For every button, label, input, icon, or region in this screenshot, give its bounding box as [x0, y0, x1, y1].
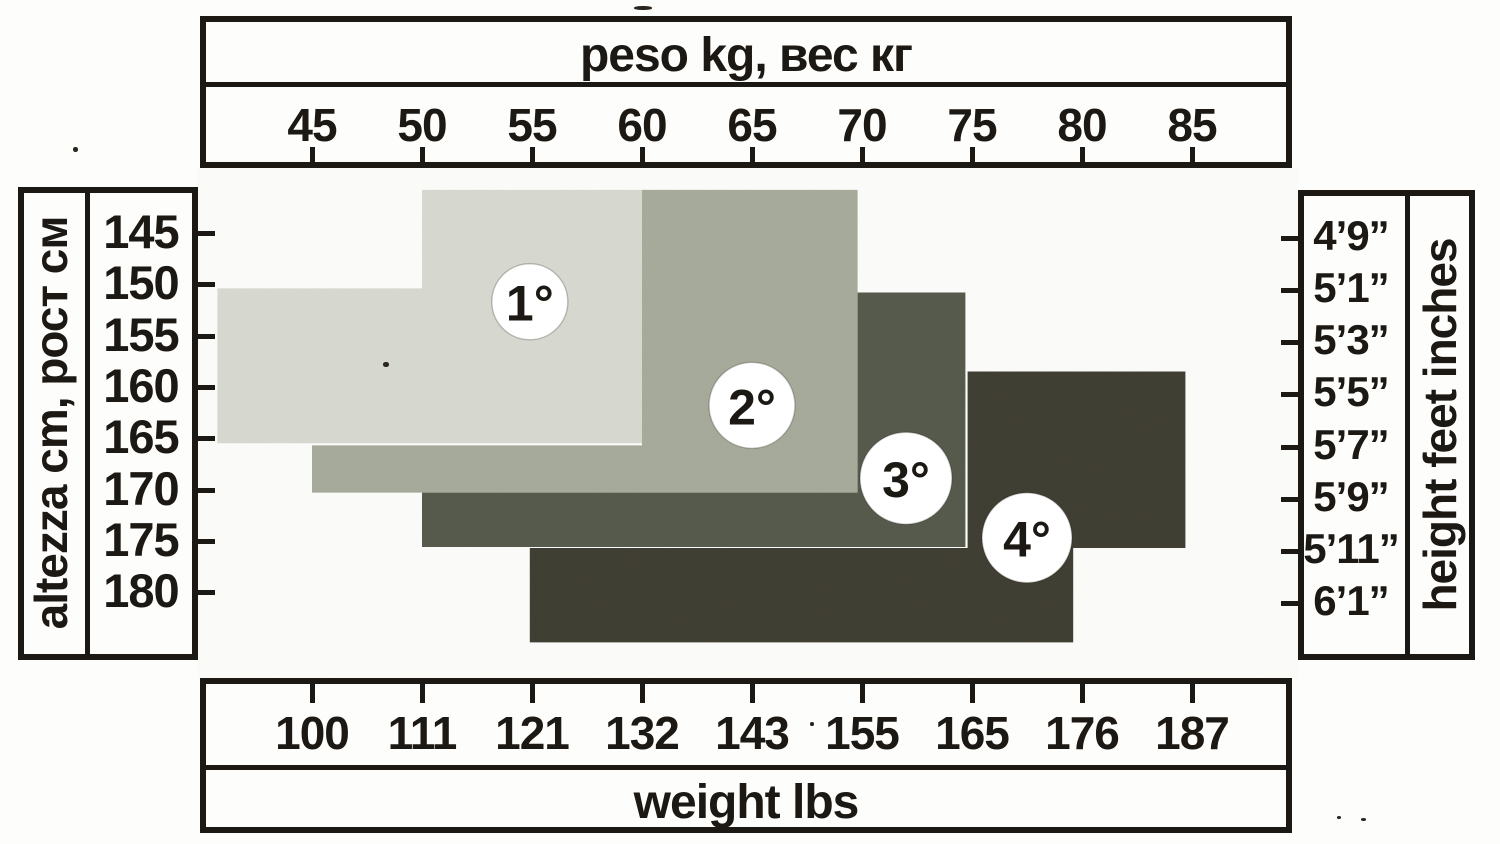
kg-tick-label: 55 [507, 99, 557, 151]
right-axis-box [1298, 190, 1475, 660]
size-label-circle-2 [708, 361, 796, 450]
top-axis-box [200, 16, 1292, 168]
scan-speck [73, 147, 78, 152]
ftin-tick-label: 6’1” [1313, 576, 1389, 624]
top-axis-title: peso kg, вес кг [579, 29, 913, 82]
lbs-tick-label: 176 [1045, 707, 1120, 759]
cm-tick [198, 333, 215, 339]
kg-tick [970, 147, 975, 166]
lbs-tick [750, 684, 755, 703]
kg-tick [750, 147, 755, 166]
ftin-tick-label: 4’9” [1313, 212, 1389, 259]
lbs-tick [420, 684, 425, 703]
lbs-tick [640, 684, 645, 703]
ftin-tick [1281, 236, 1298, 241]
kg-tick [640, 147, 645, 166]
kg-tick-label: 50 [397, 99, 447, 151]
plot-area: 1° 2° 3° 4° [198, 168, 1298, 678]
right-axis-title: height feet inches [1414, 238, 1466, 612]
scan-speck [383, 362, 389, 367]
ftin-tick [1281, 288, 1298, 294]
left-axis-title: altezza cm, рост см [25, 216, 77, 630]
kg-tick-label: 80 [1057, 99, 1107, 151]
kg-tick [860, 147, 865, 166]
cm-tick-label: 170 [103, 461, 179, 515]
scan-speck [1361, 818, 1366, 821]
cm-tick-label: 155 [103, 307, 179, 361]
cm-tick-label: 165 [103, 410, 179, 464]
size-label-circle-3 [859, 431, 953, 525]
cm-tick [198, 231, 215, 236]
ftin-tick [1281, 600, 1298, 606]
bottom-axis-title: weight lbs [633, 776, 860, 829]
cm-tick-label: 145 [103, 205, 179, 258]
ftin-tick [1281, 392, 1298, 398]
lbs-tick [970, 684, 975, 703]
scan-speck [810, 722, 814, 726]
kg-tick-label: 60 [617, 99, 667, 151]
kg-tick-label: 85 [1167, 99, 1217, 151]
cm-tick [198, 590, 215, 596]
lbs-tick-label: 121 [495, 707, 570, 759]
ftin-tick-label: 5’11” [1303, 524, 1399, 572]
ftin-tick-label: 5’1” [1313, 264, 1389, 312]
ftin-tick-label: 5’3” [1313, 316, 1389, 364]
lbs-tick-label: 155 [825, 707, 900, 759]
right-axis-divider [1405, 196, 1410, 654]
lbs-tick-label: 143 [715, 707, 790, 759]
kg-tick [1080, 147, 1085, 166]
kg-tick [530, 147, 535, 166]
size-label-text: 4° [1003, 512, 1051, 568]
scan-speck [1337, 816, 1341, 819]
ftin-tick [1281, 444, 1298, 450]
ftin-tick [1281, 496, 1298, 502]
size-label-text: 2° [728, 379, 776, 435]
left-axis-box [18, 187, 198, 660]
bottom-axis-box [200, 678, 1292, 833]
lbs-tick-label: 100 [275, 707, 350, 759]
bottom-axis-divider [206, 765, 1286, 770]
ftin-tick [1281, 548, 1298, 554]
lbs-tick [1080, 684, 1085, 703]
cm-tick [198, 282, 215, 288]
lbs-tick-label: 111 [387, 707, 458, 759]
cm-tick-label: 180 [103, 564, 179, 618]
cm-tick [198, 538, 215, 544]
kg-tick-label: 65 [727, 99, 777, 151]
size-label-circle-4 [981, 491, 1073, 584]
lbs-tick [310, 684, 315, 703]
scan-speck [634, 6, 652, 10]
kg-tick-label: 70 [837, 99, 887, 151]
kg-tick [420, 147, 425, 166]
cm-tick-label: 160 [103, 358, 179, 412]
cm-tick [198, 487, 215, 493]
cm-tick [198, 384, 215, 390]
kg-tick-label: 75 [947, 99, 997, 151]
lbs-tick-label: 187 [1155, 707, 1230, 759]
cm-tick [198, 436, 215, 442]
lbs-tick-label: 165 [935, 707, 1010, 759]
cm-tick-label: 175 [103, 512, 179, 566]
size-label-text: 1° [506, 276, 554, 332]
top-axis-divider [206, 82, 1286, 87]
kg-tick [1190, 147, 1195, 166]
size-labels: 1° 2° 3° 4° [491, 262, 1073, 584]
size-label-text: 3° [882, 452, 930, 508]
left-axis-divider [85, 193, 90, 654]
ftin-tick-label: 5’5” [1313, 368, 1389, 416]
kg-tick [310, 147, 315, 166]
ftin-tick-label: 5’9” [1313, 472, 1389, 520]
lbs-tick [860, 684, 865, 703]
ftin-tick-label: 5’7” [1313, 420, 1389, 468]
lbs-tick [1190, 684, 1195, 703]
lbs-tick [530, 684, 535, 703]
ftin-tick [1281, 340, 1298, 346]
kg-tick-label: 45 [287, 99, 337, 151]
cm-tick-label: 150 [103, 256, 179, 310]
size-label-circle-1 [491, 262, 569, 341]
lbs-tick-label: 132 [605, 707, 680, 759]
